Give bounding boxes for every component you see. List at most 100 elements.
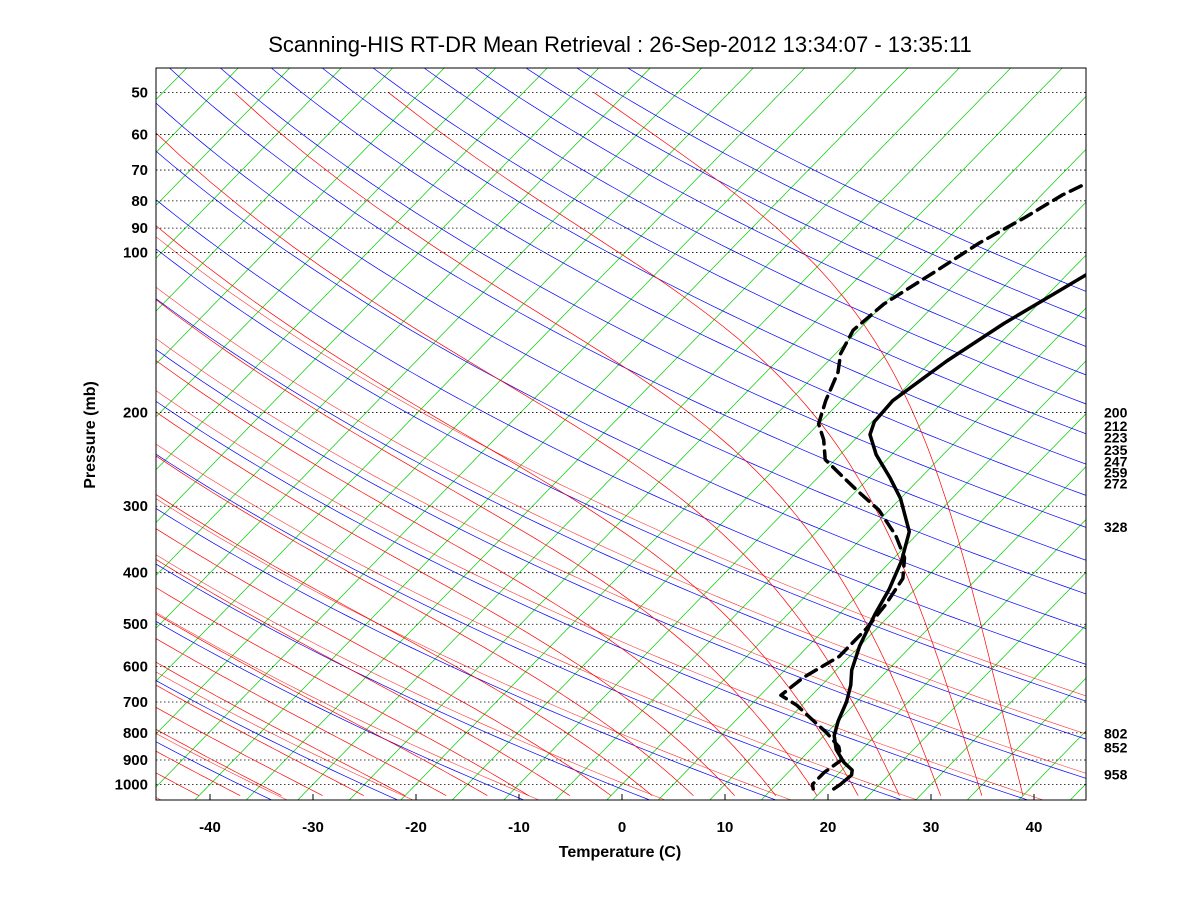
y-tick-label: 1000 — [115, 776, 148, 793]
moist-adiabat-line — [156, 671, 414, 800]
moist-adiabat-line — [156, 707, 323, 796]
dry-adiabat-line — [156, 453, 902, 800]
isotherm-line — [156, 68, 445, 365]
x-tick-label: 20 — [820, 819, 837, 836]
moist-adiabat-line — [156, 411, 735, 796]
isotherm-line — [400, 95, 1086, 800]
x-axis-label: Temperature (C) — [559, 844, 681, 861]
dry-adiabat-line — [576, 68, 1086, 319]
moist-adiabat-line — [156, 236, 1086, 697]
moist-adiabat-line — [156, 612, 540, 800]
chart-title: Scanning-HIS RT-DR Mean Retrieval : 26-S… — [268, 32, 972, 57]
moist-adiabat-line — [156, 554, 666, 800]
isotherm-line — [156, 68, 290, 206]
isotherm-line — [555, 254, 1086, 800]
dry-adiabat-label: 200 — [1104, 405, 1128, 421]
dry-adiabat-label: 235 — [1104, 442, 1128, 458]
dry-adiabat-line — [156, 400, 1028, 800]
isotherm-line — [156, 68, 857, 788]
moist-adiabat-line — [156, 772, 200, 796]
dry-adiabat-line — [156, 150, 1086, 630]
isotherm-line — [156, 68, 496, 418]
background-lines — [0, 68, 1200, 800]
isotherm-line — [156, 68, 342, 259]
y-tick-label: 400 — [123, 565, 148, 582]
isobar-grid — [156, 91, 1086, 785]
moist-adiabat-line — [156, 613, 488, 796]
moist-adiabat-line — [233, 92, 941, 796]
isotherm-line — [452, 148, 1086, 800]
y-tick-label: 900 — [123, 752, 148, 769]
y-tick-label: 100 — [123, 244, 148, 261]
isotherm-line — [156, 68, 805, 735]
isotherm-line — [156, 68, 239, 153]
dry-adiabat-label: 212 — [1104, 418, 1128, 434]
dry-adiabat-line — [423, 68, 1086, 405]
isotherm-line — [194, 68, 908, 800]
moist-adiabat-line — [156, 360, 777, 796]
isotherm-line — [812, 518, 1086, 800]
x-tick-label: 0 — [618, 819, 626, 836]
x-tick-label: -30 — [302, 819, 324, 836]
dry-adiabat-label: 272 — [1104, 476, 1128, 492]
dry-adiabat-line — [156, 621, 524, 800]
dry-adiabat-label: 802 — [1104, 725, 1128, 741]
dry-adiabat-line — [474, 68, 1086, 376]
isotherm-line — [915, 624, 1086, 800]
moist-adiabat-line — [156, 684, 364, 796]
y-tick-label: 500 — [123, 616, 148, 633]
dry-adiabat-line — [156, 298, 1086, 740]
dry-adiabat-label: 328 — [1104, 519, 1128, 535]
y-tick-label: 80 — [131, 193, 148, 210]
dry-adiabat-label: 958 — [1104, 766, 1128, 782]
moist-adiabat-line — [156, 299, 818, 796]
x-tick-label: -20 — [405, 819, 427, 836]
moist-adiabat-line — [156, 559, 570, 796]
isotherm-line — [0, 68, 32, 800]
dry-adiabat-line — [525, 68, 1086, 347]
moist-adiabat-line — [156, 286, 1086, 735]
moist-adiabat-line — [156, 750, 241, 796]
dry-adiabat-line — [0, 68, 20, 800]
moist-adiabat-line — [156, 225, 859, 796]
dry-adiabat-line — [321, 68, 1086, 465]
dewpoint-profile-line — [779, 181, 1086, 791]
temperature-profile-line — [832, 272, 1086, 791]
dry-adiabat-line — [627, 68, 1086, 292]
y-axis-ticks: 50 60 70 80 90 100 200 300 400 500 600 700 800 900 100… — [115, 84, 148, 793]
moist-adiabat-line — [156, 455, 694, 796]
moist-adiabat-line — [156, 494, 653, 796]
moist-adiabat-line — [156, 528, 612, 796]
y-tick-label: 600 — [123, 658, 148, 675]
dry-adiabat-line — [156, 248, 1086, 702]
isotherm-line — [606, 307, 1086, 800]
y-tick-label: 300 — [123, 498, 148, 515]
isotherm-line — [156, 68, 651, 576]
isotherm-line — [156, 68, 548, 471]
x-tick-label: 10 — [717, 819, 734, 836]
dry-adiabat-label: 247 — [1104, 453, 1128, 469]
dry-adiabat-label: 259 — [1104, 464, 1128, 480]
isotherm-line — [0, 68, 135, 800]
isotherm-line — [658, 360, 1086, 800]
isotherm-line — [246, 68, 960, 800]
x-axis-ticks: -40 -30 -20 -10 0 10 20 30 40 — [199, 794, 1042, 836]
y-tick-label: 50 — [131, 84, 148, 101]
isotherm-line — [1122, 68, 1200, 800]
dry-adiabat-line — [271, 68, 1086, 496]
moist-adiabat-line — [156, 587, 529, 796]
moist-adiabat-line — [593, 92, 1024, 796]
isotherm-line — [349, 68, 1063, 800]
y-tick-label: 800 — [123, 725, 148, 742]
moist-adiabat-line — [156, 661, 406, 796]
x-tick-label: -10 — [508, 819, 530, 836]
y-tick-label: 60 — [131, 126, 148, 143]
moist-adiabat-line — [156, 338, 1086, 774]
isotherm-line — [1173, 68, 1200, 800]
dry-adiabat-line — [169, 68, 1086, 561]
plot-frame — [155, 67, 1087, 801]
isotherm-line — [967, 677, 1086, 800]
y-tick-label: 200 — [123, 405, 148, 422]
x-tick-label: -40 — [199, 819, 221, 836]
